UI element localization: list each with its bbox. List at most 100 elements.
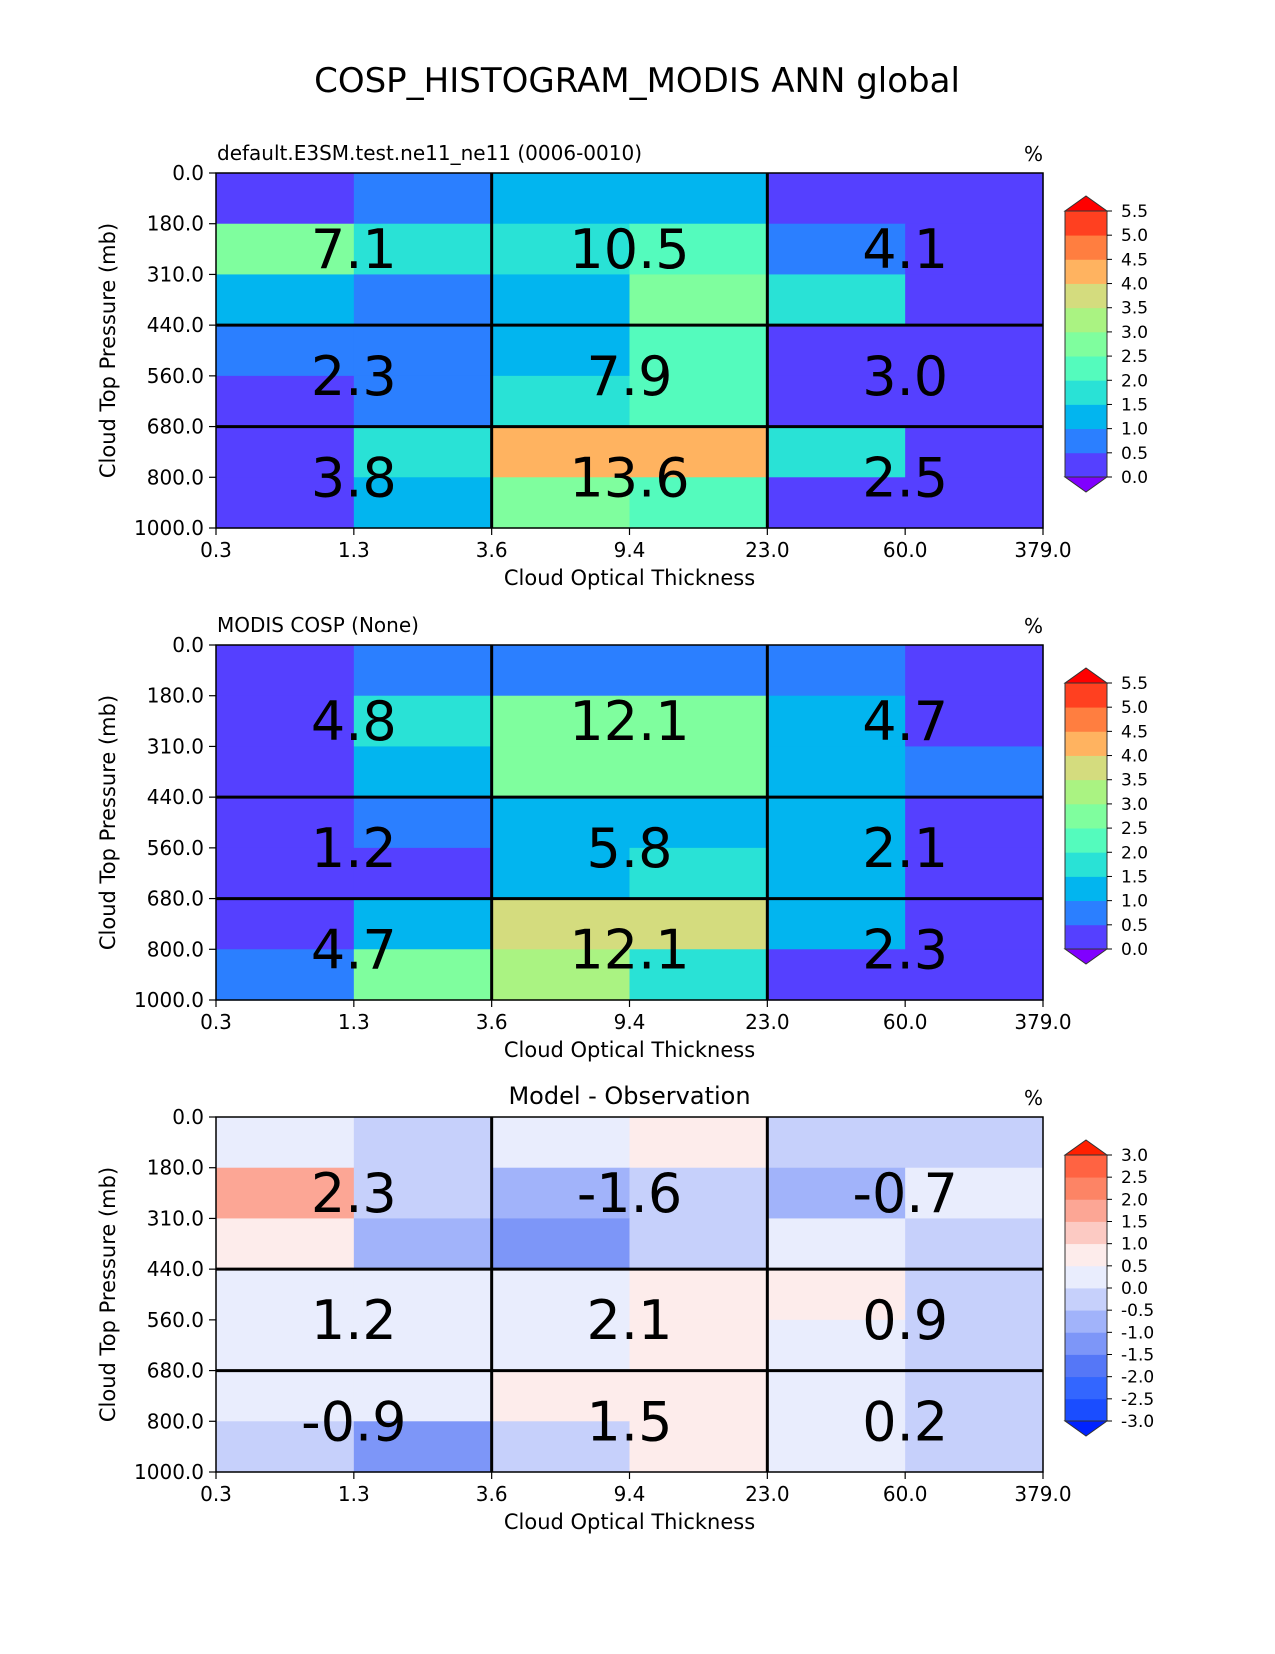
- block-value-label: 3.8: [311, 446, 397, 509]
- colorbar-extend-max: [1063, 195, 1109, 212]
- block-value-label: 13.6: [569, 446, 689, 509]
- colorbar-tick-label: 1.0: [1121, 420, 1148, 440]
- heatmap-cell: [905, 1218, 1044, 1270]
- heatmap-cell: [905, 1421, 1044, 1473]
- heatmap-cell: [629, 1421, 768, 1473]
- x-tick-label: 9.4: [614, 538, 646, 562]
- y-tick-label: 1000.0: [134, 516, 204, 540]
- colorbar-tick-label: 1.5: [1121, 867, 1148, 887]
- heatmap-cell: [353, 898, 493, 950]
- heatmap-cell: [491, 223, 631, 276]
- heatmap-cell: [216, 847, 355, 900]
- y-tick-label: 310.0: [147, 734, 204, 758]
- colorbar-tick-label: 3.0: [1121, 1146, 1148, 1166]
- heatmap-cell: [491, 375, 631, 428]
- colorbar-swatch: [1065, 1155, 1107, 1178]
- colorbar-tick-label: -2.0: [1121, 1368, 1154, 1388]
- heatmap-cell: [629, 645, 768, 697]
- y-tick-label: 680.0: [147, 415, 204, 439]
- colorbar-tick-label: 4.0: [1121, 275, 1148, 295]
- block-value-label: -0.7: [852, 1162, 957, 1225]
- heatmap-cell: [767, 223, 906, 276]
- colorbar-swatch: [1065, 259, 1107, 284]
- heatmap-cell: [353, 375, 493, 428]
- block-value-label: 10.5: [569, 218, 689, 281]
- x-tick-label: 379.0: [1014, 1010, 1071, 1034]
- x-tick-label: 60.0: [883, 1010, 928, 1034]
- heatmap-cell: [905, 695, 1044, 748]
- colorbar-tick-label: 1.5: [1121, 395, 1148, 415]
- heatmap-cell: [767, 746, 906, 798]
- heatmap-cell: [905, 1117, 1044, 1169]
- heatmap-cell: [353, 949, 493, 1001]
- colorbar-tick-label: 2.5: [1121, 819, 1148, 839]
- colorbar-swatch: [1065, 1288, 1107, 1311]
- block-value-label: 1.2: [311, 817, 397, 880]
- panel-title: MODIS COSP (None): [217, 613, 419, 637]
- y-tick-label: 800.0: [147, 937, 204, 961]
- colorbar-tick-label: 0.5: [1121, 916, 1148, 936]
- heatmap-cell: [629, 325, 768, 377]
- colorbar-swatch: [1065, 1199, 1107, 1222]
- colorbar-extend-max: [1063, 1139, 1109, 1156]
- colorbar-tick-label: 0.0: [1121, 468, 1148, 488]
- colorbar-swatch: [1065, 683, 1107, 708]
- y-tick-label: 180.0: [147, 1156, 204, 1180]
- heatmap-cell: [353, 1319, 493, 1372]
- colorbar-extend-min: [1063, 1420, 1109, 1437]
- heatmap-cell: [491, 1218, 631, 1270]
- y-axis-label: Cloud Top Pressure (mb): [96, 1167, 120, 1422]
- block-value-label: 4.1: [862, 218, 948, 281]
- heatmap-cell: [767, 1218, 906, 1270]
- colorbar-frame: [1064, 210, 1108, 478]
- heatmap-cell: [905, 173, 1044, 225]
- heatmap-cell: [216, 746, 355, 798]
- heatmap-cell: [767, 1370, 906, 1422]
- heatmap-cell: [767, 1167, 906, 1220]
- x-tick-label: 1.3: [338, 1010, 370, 1034]
- heatmap-cell: [353, 797, 493, 849]
- y-tick-label: 560.0: [147, 1308, 204, 1332]
- x-tick-label: 60.0: [883, 538, 928, 562]
- x-tick-label: 23.0: [745, 1482, 790, 1506]
- colorbar-swatch: [1065, 731, 1107, 756]
- y-tick-label: 0.0: [172, 1105, 204, 1129]
- heatmap-cell: [353, 645, 493, 697]
- colorbar-extend-max: [1063, 667, 1109, 684]
- block-value-label: 1.2: [311, 1289, 397, 1352]
- block-value-label: -1.6: [577, 1162, 682, 1225]
- heatmap-cell: [353, 1269, 493, 1321]
- x-tick-label: 1.3: [338, 1482, 370, 1506]
- y-tick-label: 1000.0: [134, 988, 204, 1012]
- heatmap-cell: [629, 1117, 768, 1169]
- colorbar-swatch: [1065, 1376, 1107, 1400]
- heatmap-cell: [216, 1319, 355, 1372]
- heatmap-cell: [216, 797, 355, 849]
- heatmap-cell: [905, 746, 1044, 798]
- heatmap-cell: [491, 426, 631, 478]
- y-tick-label: 180.0: [147, 684, 204, 708]
- heatmap-cell: [629, 375, 768, 428]
- colorbar-swatch: [1065, 235, 1107, 260]
- colorbar-tick-label: 0.5: [1121, 444, 1148, 464]
- y-tick-label: 440.0: [147, 1257, 204, 1281]
- colorbar-tick-label: 2.5: [1121, 1168, 1148, 1188]
- heatmap-cell: [491, 1269, 631, 1321]
- heatmap-cell: [353, 746, 493, 798]
- heatmap-cell: [491, 847, 631, 900]
- heatmap-cell: [216, 274, 355, 326]
- heatmap-cell: [767, 949, 906, 1001]
- heatmap-cell: [353, 173, 493, 225]
- colorbar-swatch: [1065, 852, 1107, 877]
- block-value-label: 12.1: [569, 690, 689, 753]
- heatmap-cell: [216, 173, 355, 225]
- colorbar-tick-label: 3.0: [1121, 795, 1148, 815]
- heatmap-cell: [905, 645, 1044, 697]
- colorbar-tick-label: 2.0: [1121, 371, 1148, 391]
- block-value-label: 1.5: [587, 1390, 673, 1453]
- x-tick-label: 0.3: [200, 538, 232, 562]
- heatmap-cell: [629, 274, 768, 326]
- colorbar-swatch: [1065, 211, 1107, 236]
- colorbar-swatch: [1065, 828, 1107, 853]
